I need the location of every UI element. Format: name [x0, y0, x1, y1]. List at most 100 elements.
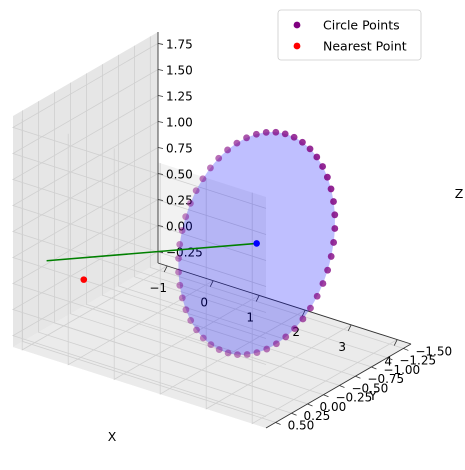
z-tick: [157, 173, 164, 175]
z-tick-label: 0.50: [166, 168, 193, 182]
x-tick-label: 0: [200, 296, 208, 310]
circle-point-marker: [306, 145, 314, 153]
circle-point-marker: [327, 185, 335, 193]
x-tick-label: −1: [149, 281, 167, 295]
circle-point-marker: [281, 130, 289, 138]
circle-point-marker: [252, 130, 260, 138]
legend-box: [277, 9, 422, 61]
circle-point-marker: [178, 294, 186, 302]
x-tick-label: 2: [292, 325, 300, 339]
grid-line-y: [86, 73, 340, 386]
circle-point-marker: [319, 280, 327, 287]
x-tick: [255, 295, 260, 302]
legend: Circle Points Nearest Point: [277, 9, 422, 61]
tick-labels: −101234−1.50−1.25−1.00−0.75−0.50−0.250.0…: [149, 37, 452, 432]
circle-point-marker: [313, 292, 321, 300]
circle-point-marker: [331, 225, 339, 232]
circle-point-marker: [290, 133, 298, 141]
circle-point-marker: [199, 175, 207, 183]
z-tick-label: 0.75: [166, 142, 193, 156]
grid-line-y: [102, 64, 356, 377]
circle-point-marker: [233, 139, 241, 147]
circle-point-marker: [199, 334, 207, 342]
grid-line-z: [12, 95, 267, 261]
x-tick-label: 3: [338, 340, 346, 354]
y-tick: [307, 403, 313, 407]
circle-point-marker: [323, 173, 331, 181]
grid-line-z: [12, 199, 267, 365]
circle-point-marker: [262, 128, 270, 136]
z-tick: [157, 43, 164, 45]
axis-labels: X Y Z: [108, 186, 464, 444]
circle-point-marker: [307, 304, 314, 312]
grid-line-x: [113, 148, 260, 381]
z-tick: [157, 69, 164, 71]
y-tick: [323, 394, 329, 398]
z-tick-label: 1.25: [166, 89, 193, 103]
circle-point-marker: [192, 187, 200, 195]
y-tick: [339, 385, 345, 388]
circle-point-marker: [272, 128, 280, 136]
x-tick: [209, 280, 214, 287]
plot-area: [46, 128, 339, 359]
grid-line-z: [12, 43, 267, 209]
circle-point-marker: [299, 315, 307, 323]
circle-point-marker: [176, 281, 184, 289]
circle-point-marker: [215, 154, 223, 162]
y-tick: [403, 348, 409, 351]
circle-point-marker: [175, 254, 182, 262]
circle-point-marker: [182, 306, 190, 314]
circle-point-marker: [299, 138, 306, 146]
grid-line-y: [149, 36, 404, 349]
legend-marker: [293, 21, 301, 29]
circle-point-marker: [313, 153, 321, 161]
circle-point-marker: [263, 345, 271, 353]
connecting-line: [46, 242, 257, 262]
y-tick-label: 0.50: [288, 418, 315, 432]
circle-point-marker: [327, 253, 335, 260]
grid-line-y: [133, 45, 388, 359]
circle-point-marker: [331, 211, 339, 219]
center-marker: [253, 240, 260, 247]
x-tick: [347, 324, 352, 332]
circle-point-marker: [273, 340, 280, 348]
z-tick-label: 0.00: [166, 220, 193, 234]
circle-point-marker: [224, 146, 231, 154]
circle-point-marker: [243, 351, 251, 358]
circle-point-marker: [193, 326, 200, 334]
y-axis-label: Y: [368, 388, 377, 403]
circle-point-marker: [253, 349, 261, 357]
grid-line-z: [12, 69, 267, 235]
y-tick-label: 0.00: [320, 400, 347, 414]
y-tick-label: −1.50: [415, 344, 452, 358]
circle-point-marker: [324, 266, 332, 274]
z-tick-label: 0.25: [166, 194, 193, 208]
legend-label: Circle Points: [323, 18, 400, 33]
y-tick-label: −0.50: [351, 381, 388, 395]
circle-point-marker: [187, 316, 195, 324]
circle-point-marker: [234, 351, 241, 359]
y-axis-line: [265, 343, 412, 429]
y-tick: [291, 412, 297, 416]
x-tick: [393, 339, 398, 346]
circle-point-marker: [207, 164, 214, 172]
z-tick: [157, 199, 164, 201]
grid-line-x: [205, 177, 352, 410]
x-tick-label: 1: [246, 310, 254, 324]
grid-line-x: [159, 163, 306, 395]
circle-point-marker: [282, 333, 290, 341]
grid-line-z: [12, 173, 267, 339]
z-tick-label: 1.00: [166, 115, 193, 129]
y-tick-label: −1.25: [399, 354, 436, 368]
z-tick: [157, 147, 164, 149]
grid-line-x: [251, 192, 398, 425]
y-tick-label: −0.75: [367, 372, 404, 386]
pane-floor: [13, 263, 411, 428]
circle-point-marker: [175, 268, 182, 276]
y-tick-label: −0.25: [335, 391, 372, 405]
circle-point-marker: [182, 213, 190, 221]
grid-line-z: [12, 225, 267, 391]
x-tick: [163, 265, 168, 273]
